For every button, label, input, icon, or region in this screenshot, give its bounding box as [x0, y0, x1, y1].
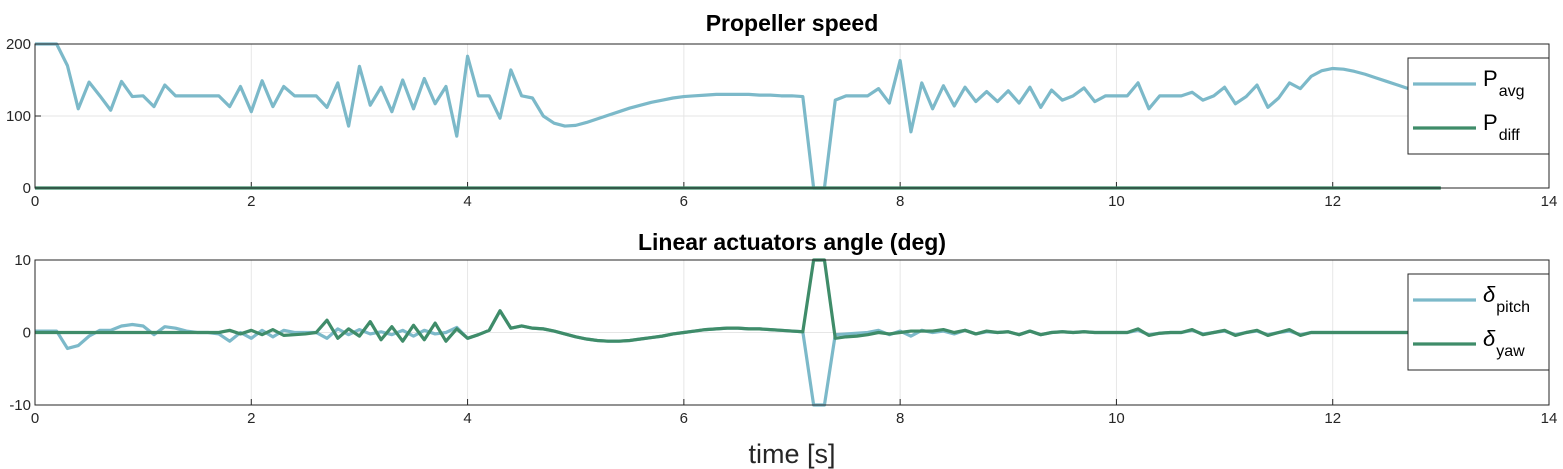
chart-title: Linear actuators angle (deg) — [638, 229, 946, 255]
x-tick-label: 12 — [1324, 410, 1341, 427]
x-tick-label: 6 — [680, 193, 688, 210]
x-tick-label: 6 — [680, 410, 688, 427]
legend-subscript: yaw — [1496, 343, 1525, 360]
data-line — [35, 42, 1442, 190]
legend-label: δ — [1483, 326, 1496, 351]
legend-subscript: pitch — [1496, 299, 1530, 316]
legend-subscript: diff — [1499, 127, 1521, 144]
x-axis-label: time [s] — [748, 439, 835, 469]
legend-label: P — [1483, 110, 1498, 135]
y-tick-label: -10 — [9, 397, 31, 414]
x-tick-label: 4 — [463, 410, 471, 427]
y-tick-label: 0 — [23, 180, 31, 197]
legend-label: δ — [1483, 282, 1496, 307]
y-tick-label: 10 — [14, 252, 31, 269]
legend-box — [1407, 57, 1550, 155]
legend-box — [1407, 273, 1550, 371]
x-tick-label: 0 — [31, 410, 39, 427]
x-tick-label: 14 — [1541, 193, 1558, 210]
y-tick-label: 100 — [6, 108, 31, 125]
x-tick-label: 2 — [247, 193, 255, 210]
x-tick-label: 10 — [1108, 410, 1125, 427]
x-tick-label: 4 — [463, 193, 471, 210]
x-tick-label: 0 — [31, 193, 39, 210]
x-tick-label: 8 — [896, 193, 904, 210]
x-tick-label: 12 — [1324, 193, 1341, 210]
x-tick-label: 8 — [896, 410, 904, 427]
y-tick-label: 0 — [23, 325, 31, 342]
x-tick-label: 14 — [1541, 410, 1558, 427]
chart-title: Propeller speed — [706, 10, 879, 36]
legend-label: P — [1483, 66, 1498, 91]
legend-subscript: avg — [1499, 83, 1525, 100]
x-tick-label: 2 — [247, 410, 255, 427]
data-line — [35, 258, 1441, 343]
x-tick-label: 10 — [1108, 193, 1125, 210]
y-tick-label: 200 — [6, 36, 31, 53]
